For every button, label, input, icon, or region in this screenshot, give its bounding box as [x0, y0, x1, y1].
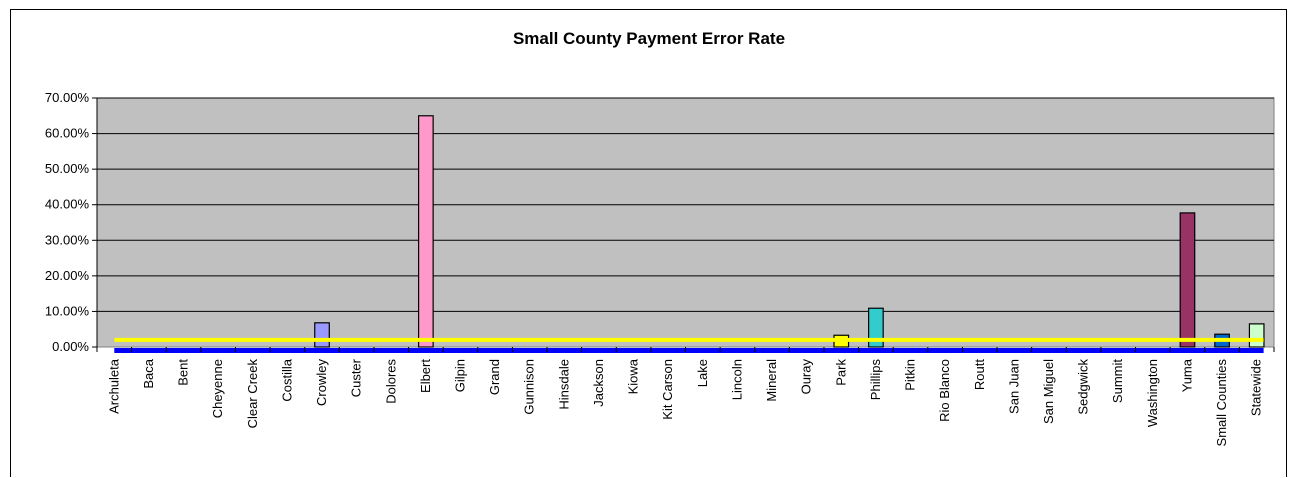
- x-tick-label: Pitkin: [903, 359, 918, 391]
- x-tick-label: Dolores: [383, 359, 398, 404]
- x-tick-label: Park: [833, 359, 848, 386]
- grid-lines: [97, 97, 1274, 312]
- bar-elbert: [417, 115, 434, 348]
- bar-chart: Small County Payment Error Rate 0.00% 10.…: [45, 29, 1275, 447]
- x-tick-label: Lake: [695, 359, 710, 387]
- x-tick-label: Gilpin: [452, 359, 467, 392]
- y-tick-label: 40.00%: [45, 197, 90, 212]
- y-tick-label: 60.00%: [45, 126, 90, 141]
- x-tick-label: Small Counties: [1214, 359, 1229, 447]
- x-tick-label: Mineral: [764, 359, 779, 402]
- x-tick-label: Clear Creek: [245, 359, 260, 429]
- y-tick-label: 20.00%: [45, 268, 90, 283]
- bar-phillips: [868, 307, 884, 348]
- x-tick-label: Rio Blanco: [937, 359, 952, 422]
- x-tick-label: Archuleta: [106, 358, 121, 414]
- x-tick-label: Sedgwick: [1076, 359, 1091, 415]
- x-tick-label: Crowley: [314, 359, 329, 406]
- x-tick-label: Summit: [1110, 359, 1125, 403]
- x-tick-label: Elbert: [418, 359, 433, 393]
- y-tick-label: 70.00%: [45, 90, 90, 105]
- y-tick-label: 10.00%: [45, 303, 90, 318]
- bar-yuma: [1179, 212, 1196, 348]
- x-tick-label: Kit Carson: [660, 359, 675, 420]
- x-tick-label: Hinsdale: [556, 359, 571, 410]
- y-tick-label: 30.00%: [45, 232, 90, 247]
- x-tick-label: Phillips: [868, 359, 883, 401]
- x-tick-label: Kiowa: [626, 358, 641, 394]
- x-axis-ticks: Archuleta Baca Bent Cheyenne Clear Creek Cost…: [96, 347, 1275, 447]
- x-tick-label: Grand: [487, 359, 502, 395]
- x-tick-label: Yuma: [1179, 358, 1194, 392]
- x-tick-label: Gunnison: [522, 359, 537, 415]
- x-tick-label: Ouray: [799, 359, 814, 395]
- x-tick-label: Bent: [176, 359, 191, 386]
- bar-statewide: [1248, 323, 1265, 348]
- x-tick-label: Washington: [1145, 359, 1160, 427]
- reference-lines: [114, 337, 1264, 354]
- y-tick-label: 50.00%: [45, 161, 90, 176]
- y-tick-label: 0.00%: [52, 339, 89, 354]
- x-tick-label: Baca: [141, 358, 156, 388]
- y-axis-ticks: 0.00% 10.00% 20.00% 30.00% 40.00% 50.00% 60.00…: [45, 90, 98, 354]
- chart-frame: Small County Payment Error Rate 0.00% 10.…: [10, 9, 1287, 477]
- x-tick-label: Routt: [972, 359, 987, 390]
- x-tick-label: San Miguel: [1041, 359, 1056, 424]
- x-tick-label: Jackson: [591, 359, 606, 407]
- x-tick-label: Statewide: [1249, 359, 1264, 416]
- chart-title: Small County Payment Error Rate: [513, 29, 785, 48]
- x-tick-label: Cheyenne: [210, 359, 225, 418]
- bar-crowley: [314, 322, 330, 348]
- x-tick-label: Custer: [349, 358, 364, 397]
- x-tick-label: Lincoln: [729, 359, 744, 400]
- x-tick-label: San Juan: [1006, 359, 1021, 414]
- x-tick-label: Costilla: [279, 358, 294, 401]
- plot-area: [96, 97, 1275, 348]
